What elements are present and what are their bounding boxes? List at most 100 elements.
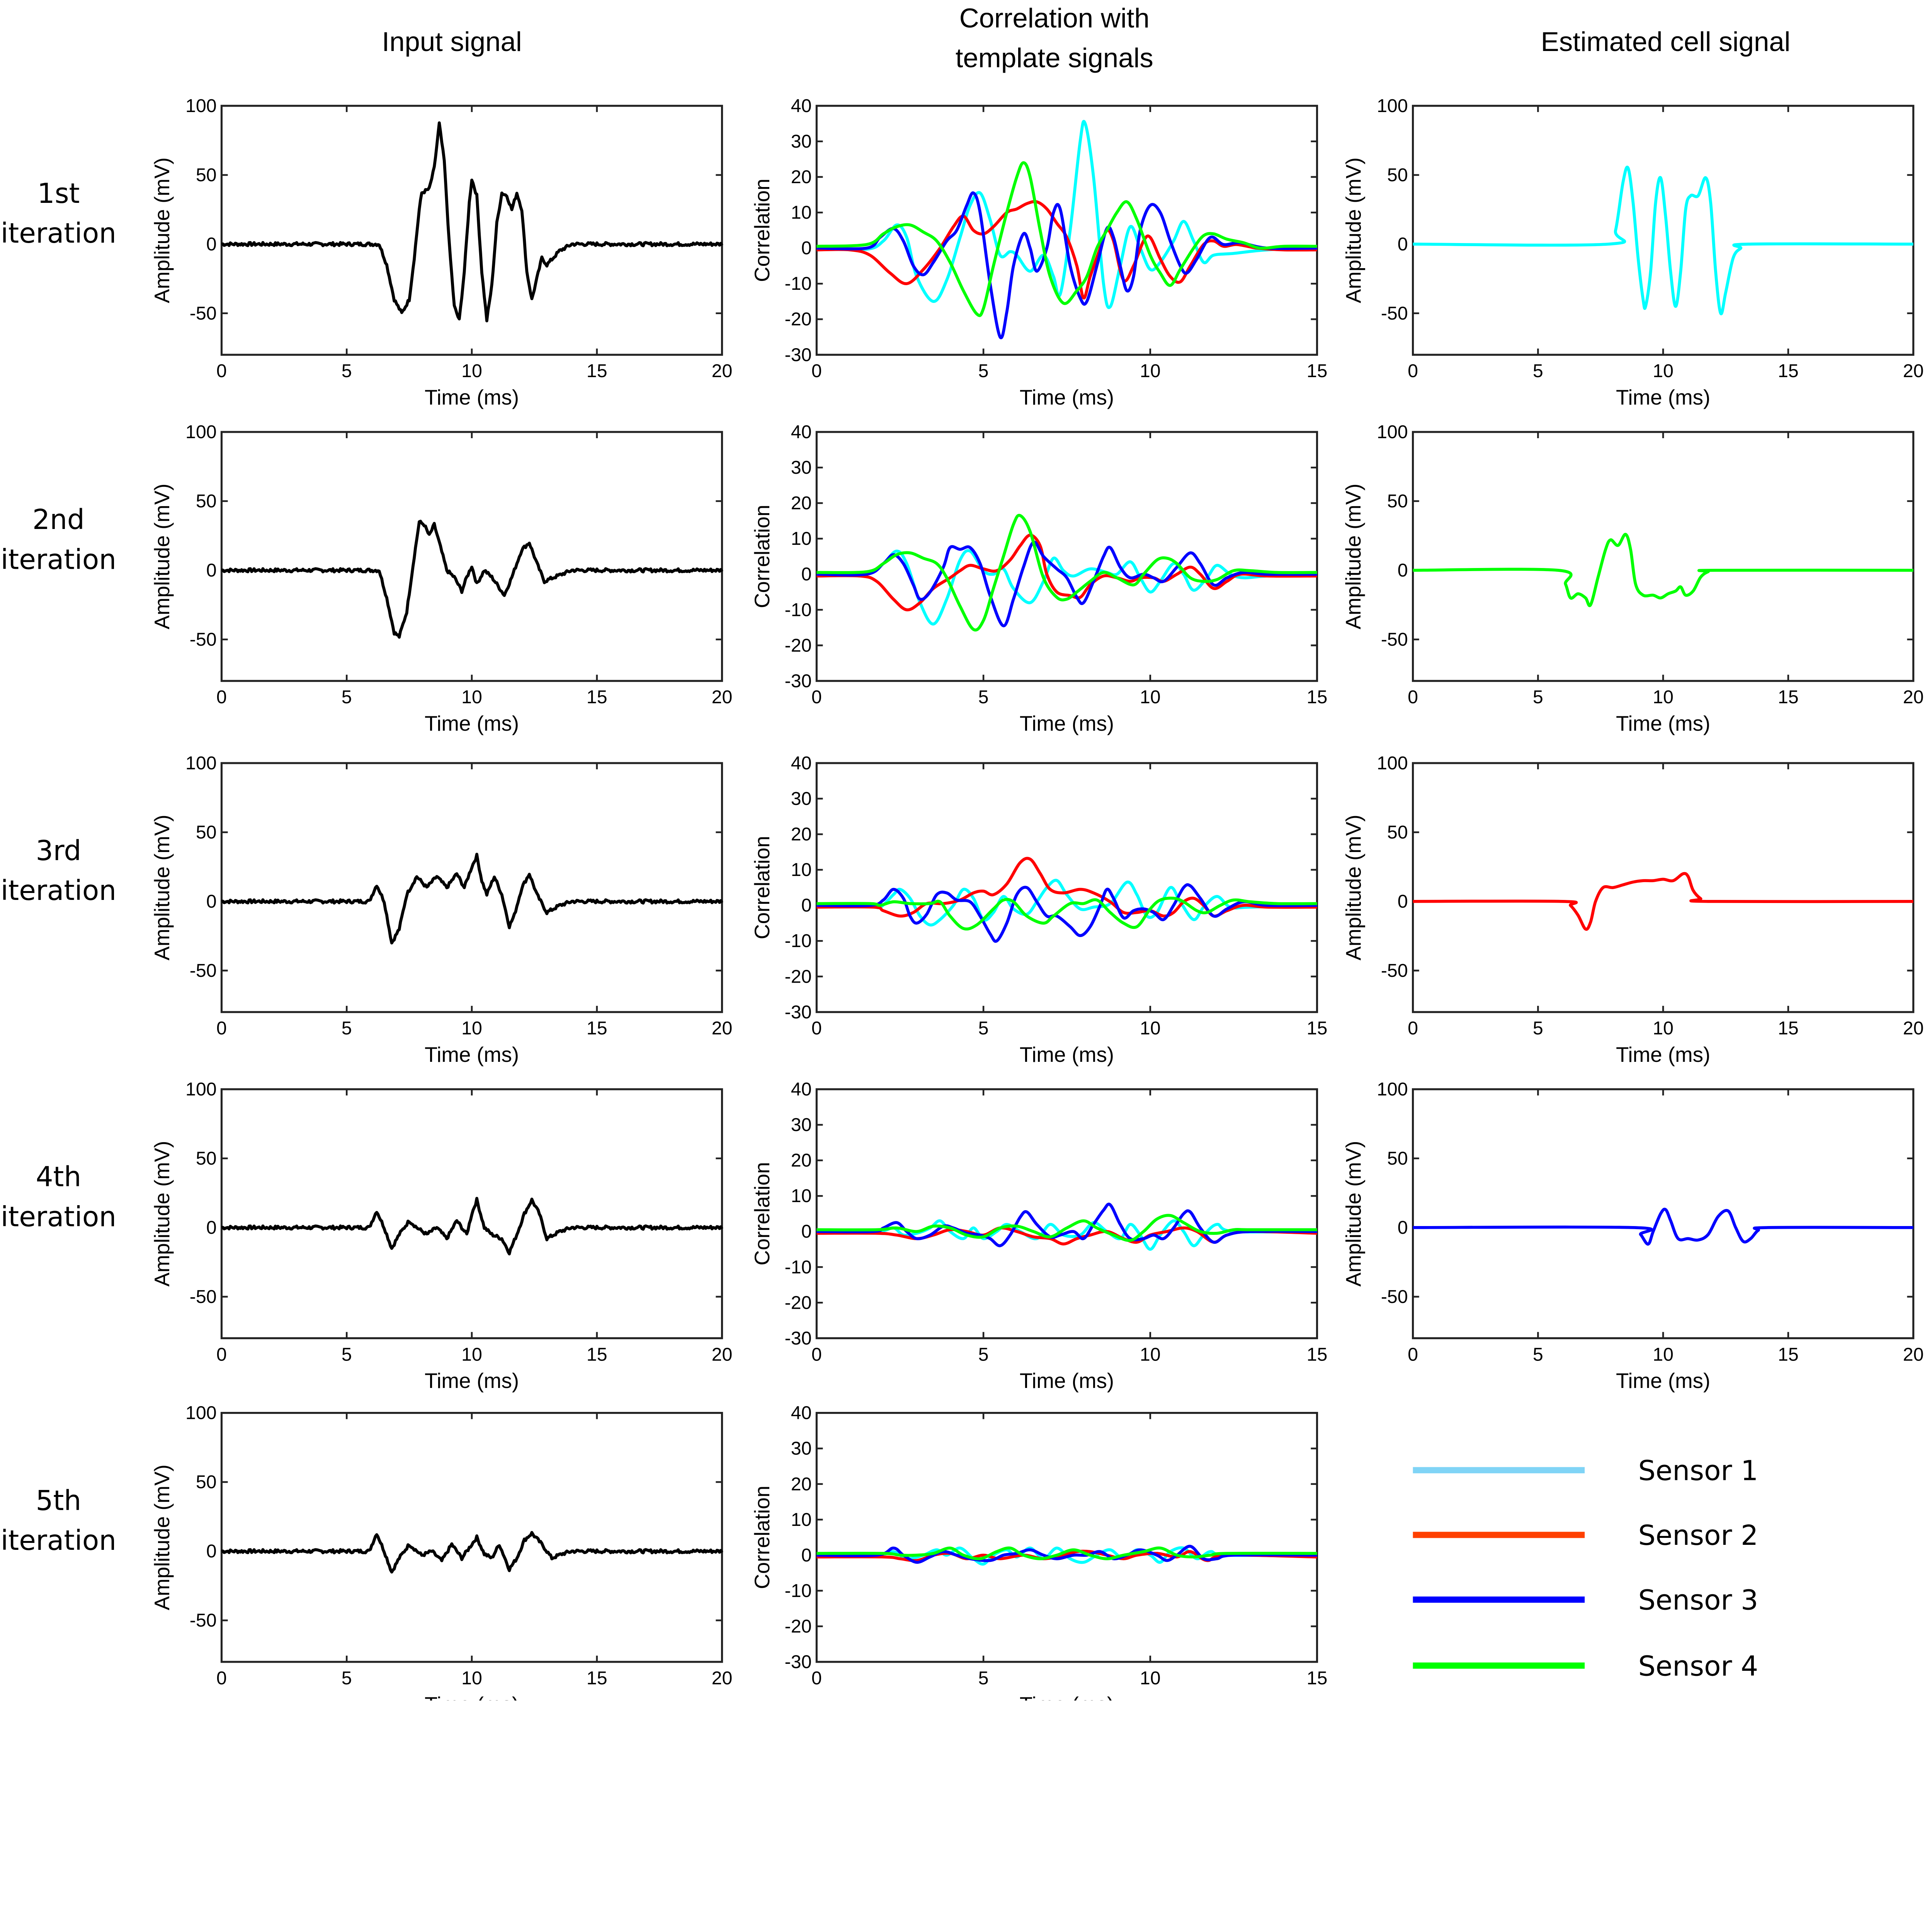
axes-frame [1412,431,1915,682]
x-axis-label: Time (ms) [425,711,519,735]
x-tick-label: 0 [811,1344,822,1365]
x-tick-label: 15 [1307,361,1328,381]
axes-estimate-row-4: 0 5 10 15 20 -50 0 50 100 Time (ms) Amplitude (mV) [1341,1079,1923,1393]
x-axis-label: Time (ms) [1020,1369,1114,1393]
x-tick-label: 20 [1903,361,1924,381]
y-tick-label: 0 [801,238,812,259]
y-tick-label: 0 [801,895,812,916]
y-tick-label: -50 [190,629,217,650]
x-tick-label: 10 [461,361,482,381]
y-tick-label: -10 [785,1257,812,1277]
y-tick-label: 20 [791,1474,812,1495]
x-axis-label: Time (ms) [425,1369,519,1393]
y-tick-label: 30 [791,1438,812,1459]
correlation-line-sensor-3 [816,883,1317,943]
x-tick-label: 10 [1140,1668,1161,1689]
y-tick-label: 100 [1377,1079,1408,1100]
x-axis-label: Time (ms) [425,385,519,409]
legend-label: Sensor 2 [1638,1519,1759,1551]
y-tick-label: -20 [785,635,812,656]
x-tick-label: 5 [1533,1344,1543,1365]
legend-item-sensor-1: Sensor 1 [1413,1455,1758,1487]
input-signal-line [221,1531,723,1574]
y-tick-label: 40 [791,753,812,774]
y-axis-label: Amplitude (mV) [1341,815,1365,960]
y-tick-label: 100 [185,95,217,116]
axes-estimate-row-1: 0 5 10 15 20 -50 0 50 100 Time (ms) Amplitude (mV) [1341,95,1923,409]
y-tick-label: 0 [206,234,217,255]
y-tick-label: 100 [1377,422,1408,442]
y-tick-label: 50 [196,1472,217,1493]
axes-frame [1412,762,1915,1013]
x-tick-label: 0 [216,1018,227,1039]
row-label-iteration: iteration [1,217,116,249]
y-tick-label: 0 [801,564,812,585]
y-tick-label: 100 [1377,753,1408,774]
axes-correlation-row-5: 0 5 10 15 -30 -20 -10 0 10 20 30 40 Time (ms) Correla… [750,1403,1327,1701]
legend-item-sensor-4: Sensor 4 [1413,1650,1759,1682]
axes-input-row-4: 0 5 10 15 20 -50 0 50 100 Time (ms) Amplitude (mV) [150,1079,732,1393]
x-tick-label: 20 [712,361,733,381]
y-tick-label: -50 [1381,303,1408,324]
y-tick-label: 30 [791,1114,812,1135]
y-tick-label: -50 [1381,1286,1408,1307]
x-tick-label: 15 [1307,1018,1328,1039]
x-tick-label: 5 [978,1018,989,1039]
axes-frame [815,105,1318,356]
y-tick-label: 50 [196,491,217,512]
correlation-line-sensor-4 [816,161,1317,317]
axes-correlation-row-4: 0 5 10 15 -30 -20 -10 0 10 20 30 40 Time (ms) Correla… [750,1079,1327,1393]
x-tick-label: 10 [1653,1018,1673,1039]
x-tick-label: 5 [342,1344,352,1365]
y-axis-label: Amplitude (mV) [150,157,174,303]
row-label-iteration: iteration [1,1524,116,1556]
x-tick-label: 5 [1533,1018,1543,1039]
y-tick-label: -10 [785,1580,812,1601]
axes-estimate-row-3: 0 5 10 15 20 -50 0 50 100 Time (ms) Amplitude (mV) [1341,753,1923,1066]
x-tick-label: 20 [712,1344,733,1365]
x-tick-label: 10 [461,1018,482,1039]
correlation-line-sensor-4 [816,514,1317,632]
column-title-estimate: Estimated cell signal [1541,27,1791,57]
x-tick-label: 15 [587,1668,607,1689]
axes-frame [220,431,723,682]
y-tick-label: 10 [791,202,812,223]
y-tick-label: -50 [1381,960,1408,981]
x-tick-label: 0 [1408,1018,1418,1039]
y-tick-label: 100 [185,753,217,774]
x-tick-label: 15 [1778,361,1799,381]
x-tick-label: 10 [461,687,482,707]
y-tick-label: 100 [185,1403,217,1423]
x-tick-label: 20 [1903,1344,1924,1365]
y-tick-label: 30 [791,788,812,809]
x-tick-label: 15 [587,1018,607,1039]
y-tick-label: 100 [1377,95,1408,116]
estimated-cell-signal-line [1413,532,1913,607]
x-tick-label: 10 [1140,687,1161,707]
x-tick-label: 0 [216,1668,227,1689]
y-tick-label: -50 [190,960,217,981]
y-tick-label: 0 [1398,1217,1408,1238]
y-tick-label: -10 [785,599,812,620]
y-tick-label: -30 [785,1328,812,1349]
x-tick-label: 15 [1778,1344,1799,1365]
row-label-iteration: iteration [1,1201,116,1233]
axes-input-row-3: 0 5 10 15 20 -50 0 50 100 Time (ms) Amplitude (mV) [150,753,732,1066]
y-tick-label: 40 [791,95,812,116]
legend-label: Sensor 4 [1638,1650,1759,1682]
row-label-ordinal: 5th [36,1485,82,1517]
y-tick-label: -20 [785,309,812,330]
y-tick-label: 0 [801,1221,812,1242]
x-tick-label: 15 [1778,1018,1799,1039]
x-axis-label: Time (ms) [1616,1043,1710,1066]
input-signal-line [221,121,723,323]
y-tick-label: -20 [785,1616,812,1637]
x-tick-label: 15 [587,361,607,381]
y-tick-label: -20 [785,1292,812,1313]
y-axis-label: Correlation [750,1162,774,1265]
x-axis-label: Time (ms) [1020,385,1114,409]
axes-correlation-row-3: 0 5 10 15 -30 -20 -10 0 10 20 30 40 Time (ms) Correla… [750,753,1327,1066]
estimated-cell-signal-line [1413,165,1913,315]
x-tick-label: 5 [1533,687,1543,707]
row-label-ordinal: 2nd [32,503,85,536]
